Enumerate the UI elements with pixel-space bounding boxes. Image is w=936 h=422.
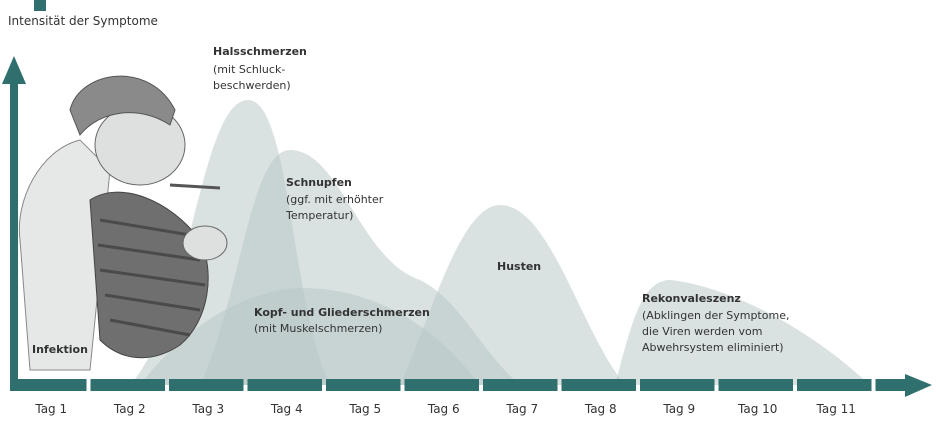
phase-note: beschwerden): [213, 79, 291, 92]
day-label: Tag 11: [816, 402, 856, 416]
axis-segment: [10, 379, 87, 391]
phase-note: Temperatur): [285, 209, 353, 222]
corner-marker: [34, 0, 46, 11]
symptom-diagram: Intensität der Symptome Tag 1Tag 2Tag 3T…: [0, 0, 936, 418]
axis-segment: [797, 379, 872, 391]
axis-segment: [640, 379, 715, 391]
day-label: Tag 10: [737, 402, 777, 416]
axis-segment: [326, 379, 401, 391]
phase-note: (mit Muskelschmerzen): [254, 322, 382, 335]
axis-segment: [719, 379, 794, 391]
phase-title: Schnupfen: [286, 176, 352, 189]
phase-note: (Abklingen der Symptome,: [642, 309, 789, 322]
y-axis: [10, 80, 18, 385]
axis-segment: [876, 379, 906, 391]
day-label: Tag 5: [348, 402, 381, 416]
day-label: Tag 7: [505, 402, 538, 416]
axis-segment: [562, 379, 637, 391]
phase-title: Kopf- und Gliederschmerzen: [254, 306, 430, 319]
phase-note: die Viren werden vom: [642, 325, 762, 338]
day-label: Tag 9: [662, 402, 695, 416]
phase-title: Rekonvaleszenz: [642, 292, 741, 305]
axis-segment: [169, 379, 244, 391]
day-label: Tag 2: [113, 402, 146, 416]
phase-title: Halsschmerzen: [213, 45, 307, 58]
hand: [183, 226, 227, 260]
y-axis-label: Intensität der Symptome: [8, 14, 158, 28]
sweater: [90, 192, 208, 358]
day-label: Tag 8: [584, 402, 617, 416]
axis-segment: [405, 379, 480, 391]
axis-segment: [91, 379, 166, 391]
phase-title: Infektion: [32, 343, 88, 356]
phase-note: (ggf. mit erhöhter: [286, 193, 384, 206]
phase-note: Abwehrsystem eliminiert): [642, 341, 784, 354]
phase-title: Husten: [497, 260, 541, 273]
axis-segment: [248, 379, 323, 391]
x-axis-arrow: [905, 374, 932, 397]
y-axis-arrow: [2, 56, 26, 84]
day-label: Tag 4: [270, 402, 303, 416]
day-label: Tag 1: [34, 402, 67, 416]
day-label: Tag 3: [191, 402, 224, 416]
axis-segment: [483, 379, 558, 391]
day-label: Tag 6: [427, 402, 460, 416]
x-axis: Tag 1 Tag 2 Tag 3 Tag 4 Tag 5 Tag 6 Tag 7 Tag 8…: [10, 379, 905, 416]
phase-note: (mit Schluck-: [213, 63, 285, 76]
